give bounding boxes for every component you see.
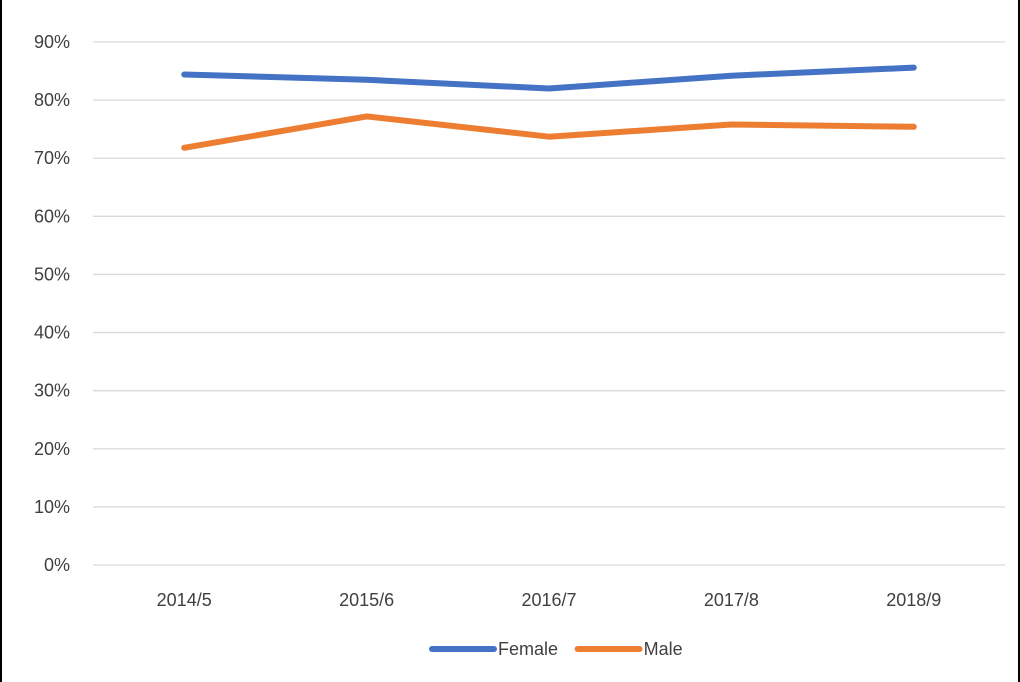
x-tick-label: 2014/5: [157, 590, 212, 610]
y-tick-label: 10%: [34, 497, 70, 517]
legend-label-male: Male: [644, 639, 683, 659]
data-point: [366, 79, 368, 81]
x-tick-label: 2016/7: [521, 590, 576, 610]
y-tick-label: 90%: [34, 32, 70, 52]
data-point: [913, 126, 915, 128]
legend-label-female: Female: [498, 639, 558, 659]
data-point: [183, 74, 185, 76]
data-point: [730, 75, 732, 77]
series-lines: [181, 64, 917, 151]
x-tick-label: 2017/8: [704, 590, 759, 610]
x-tick-label: 2015/6: [339, 590, 394, 610]
data-point: [548, 87, 550, 89]
gridlines: [93, 41, 1005, 566]
data-point: [913, 67, 915, 69]
data-point: [548, 136, 550, 138]
y-tick-label: 20%: [34, 439, 70, 459]
y-tick-label: 60%: [34, 206, 70, 226]
data-point: [366, 115, 368, 117]
y-tick-label: 50%: [34, 264, 70, 284]
data-point: [730, 124, 732, 126]
y-tick-label: 30%: [34, 381, 70, 401]
y-tick-label: 40%: [34, 323, 70, 343]
series-line-female: [181, 64, 917, 92]
x-axis-tick-labels: 2014/5 2015/6 2016/7 2017/8 2018/9: [157, 590, 942, 610]
series-line-male: [181, 113, 917, 151]
y-axis-tick-labels: 0% 10% 20% 30% 40% 50% 60% 70% 80% 90%: [34, 32, 70, 575]
legend: Female Male: [429, 639, 683, 659]
y-tick-label: 0%: [44, 555, 70, 575]
y-tick-label: 80%: [34, 90, 70, 110]
y-tick-label: 70%: [34, 148, 70, 168]
data-point: [183, 147, 185, 149]
x-tick-label: 2018/9: [886, 590, 941, 610]
